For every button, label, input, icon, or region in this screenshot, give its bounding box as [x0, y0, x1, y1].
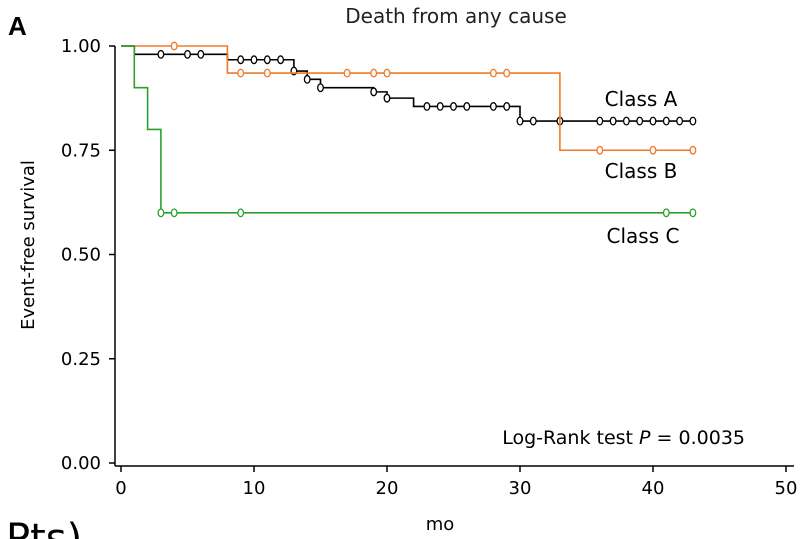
censor-mark-class-b — [649, 145, 657, 155]
censor-mark-class-a — [516, 116, 524, 126]
x-tick-label: 0 — [115, 478, 126, 499]
y-tick-label: 0.00 — [61, 453, 101, 474]
censor-mark-class-b — [263, 68, 271, 78]
log-rank-annotation: Log-Rank test P = 0.0035 — [502, 427, 745, 449]
x-tick-label: 10 — [243, 478, 266, 499]
censor-mark-class-a — [383, 93, 391, 103]
censor-mark-class-a — [636, 116, 644, 126]
panel-letter: A — [8, 11, 27, 41]
annotation-value: = 0.0035 — [651, 427, 745, 449]
y-axis-title: Event-free survival — [18, 160, 39, 330]
x-tick-label: 50 — [775, 478, 798, 499]
axis-ticks: 0.00 0.25 0.50 0.75 1.00 0 10 20 30 40 50 — [61, 36, 798, 499]
y-tick-label: 1.00 — [61, 36, 101, 57]
censor-mark-class-a — [596, 116, 604, 126]
censor-mark-class-a — [263, 55, 271, 65]
censor-mark-class-a — [503, 102, 511, 111]
survival-curve-class-c — [121, 45, 693, 214]
censor-mark-class-a — [649, 116, 657, 126]
x-tick-label: 40 — [642, 478, 665, 499]
series-label-class-c: Class C — [607, 224, 680, 248]
x-tick-label: 20 — [376, 478, 399, 499]
censor-mark-class-a — [277, 55, 285, 65]
annotation-p-symbol: P — [639, 427, 651, 449]
censor-mark-class-c — [157, 208, 165, 218]
censor-mark-class-a — [197, 49, 205, 59]
series-label-class-a: Class A — [605, 87, 678, 111]
censor-mark-class-a — [184, 49, 191, 59]
chart-title: Death from any cause — [345, 4, 567, 28]
censor-mark-class-a — [662, 116, 670, 126]
censor-mark-class-a — [303, 74, 311, 84]
censor-mark-class-c — [689, 208, 697, 218]
censor-mark-class-a — [463, 102, 471, 111]
censor-mark-class-c — [237, 208, 245, 218]
censor-mark-class-a — [370, 87, 378, 97]
censor-mark-class-a — [157, 49, 165, 59]
series-labels: Class A Class B Class C — [605, 87, 680, 248]
censor-mark-class-a — [436, 102, 444, 111]
censor-mark-class-a — [529, 116, 537, 126]
y-tick-label: 0.75 — [61, 140, 101, 161]
censor-mark-class-a — [489, 102, 497, 111]
y-tick-label: 0.25 — [61, 349, 101, 370]
censor-mark-class-b — [170, 41, 178, 51]
censor-mark-class-a — [689, 116, 697, 126]
censor-mark-class-a — [450, 102, 457, 111]
censor-mark-class-b — [596, 145, 604, 155]
annotation-prefix: Log-Rank test — [502, 427, 639, 449]
censor-mark-class-c — [662, 208, 670, 218]
censor-mark-class-b — [343, 68, 351, 78]
censor-mark-class-b — [237, 68, 245, 78]
censor-mark-class-a — [622, 116, 630, 126]
censor-mark-class-b — [383, 68, 391, 78]
survival-curve-class-b — [121, 45, 693, 152]
censor-mark-class-b — [503, 68, 511, 78]
censor-mark-class-b — [689, 145, 697, 155]
series-layer — [121, 41, 697, 218]
censor-mark-class-a — [423, 102, 431, 111]
censor-mark-class-a — [237, 55, 245, 65]
censor-mark-class-b — [370, 68, 378, 78]
x-axis-title: mo — [426, 514, 455, 535]
series-label-class-b: Class B — [605, 159, 678, 183]
censor-mark-class-a — [676, 116, 684, 126]
clipped-caption-text: Pts) — [6, 516, 82, 539]
y-tick-label: 0.50 — [61, 245, 101, 266]
censor-mark-class-a — [609, 116, 617, 126]
censor-mark-class-c — [170, 208, 178, 218]
censor-mark-class-b — [489, 68, 497, 78]
x-tick-label: 30 — [509, 478, 532, 499]
censor-mark-class-a — [317, 83, 324, 93]
censor-mark-class-a — [250, 55, 258, 65]
